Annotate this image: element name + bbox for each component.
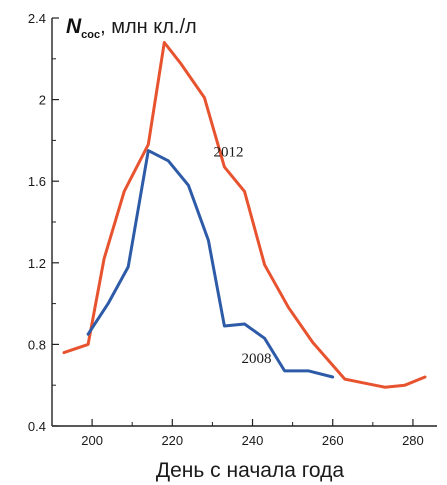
data-point-2008 bbox=[107, 302, 110, 305]
x-tick-label: 220 bbox=[161, 433, 183, 448]
y-tick-label: 0.4 bbox=[28, 419, 46, 434]
data-point-2012 bbox=[63, 351, 66, 354]
data-point-2012 bbox=[263, 263, 266, 266]
data-point-2012 bbox=[179, 61, 182, 64]
data-point-2008 bbox=[283, 370, 286, 373]
x-tick-label: 200 bbox=[81, 433, 103, 448]
x-tick-label: 260 bbox=[322, 433, 344, 448]
data-point-2008 bbox=[331, 376, 334, 379]
data-point-2008 bbox=[243, 323, 246, 326]
series-line-2008 bbox=[86, 149, 335, 379]
y-tick-label: 2 bbox=[39, 93, 46, 108]
data-point-2012 bbox=[123, 190, 126, 193]
data-point-2012 bbox=[311, 341, 314, 344]
x-axis-label: День с начала года bbox=[156, 459, 344, 482]
y-axis-label-subscript: coc bbox=[81, 29, 100, 41]
data-point-2008 bbox=[167, 159, 170, 162]
data-point-2008 bbox=[263, 337, 266, 340]
data-point-2012 bbox=[147, 143, 150, 146]
data-point-2008 bbox=[223, 325, 226, 328]
series-line-2012 bbox=[62, 41, 427, 389]
x-tick-label: 240 bbox=[242, 433, 264, 448]
data-point-2012 bbox=[163, 41, 166, 44]
data-point-2008 bbox=[187, 184, 190, 187]
y-tick-label: 1.2 bbox=[28, 256, 46, 271]
data-point-2012 bbox=[424, 376, 427, 379]
data-point-2008 bbox=[307, 370, 310, 373]
data-point-2012 bbox=[383, 386, 386, 389]
series-label-2008: 2008 bbox=[242, 351, 272, 367]
data-point-2008 bbox=[147, 149, 150, 152]
data-point-2012 bbox=[287, 306, 290, 309]
data-point-2012 bbox=[404, 384, 407, 387]
data-point-2012 bbox=[363, 382, 366, 385]
y-axis-label-unit: , млн кл./л bbox=[100, 16, 197, 38]
chart-series-layer: 2012 2008 bbox=[62, 41, 427, 389]
chart-axes: 0.4 0.8 1.2 1.6 2 2.4 200 220 240 260 280 bbox=[28, 11, 437, 448]
data-point-2008 bbox=[87, 333, 90, 336]
y-axis-label: Ncoc, млн кл./л bbox=[66, 15, 197, 41]
y-tick-label: 1.6 bbox=[28, 174, 46, 189]
data-point-2008 bbox=[127, 265, 130, 268]
x-tick-label: 280 bbox=[402, 433, 424, 448]
series-label-2012: 2012 bbox=[213, 145, 243, 161]
y-axis-label-symbol: N bbox=[66, 15, 82, 38]
y-tick-label: 2.4 bbox=[28, 11, 46, 26]
data-point-2012 bbox=[203, 96, 206, 99]
data-point-2012 bbox=[87, 343, 90, 346]
data-point-2012 bbox=[103, 257, 106, 260]
data-point-2012 bbox=[243, 190, 246, 193]
y-tick-label: 0.8 bbox=[28, 337, 46, 352]
data-point-2012 bbox=[223, 166, 226, 169]
data-point-2008 bbox=[207, 239, 210, 242]
data-point-2012 bbox=[343, 378, 346, 381]
